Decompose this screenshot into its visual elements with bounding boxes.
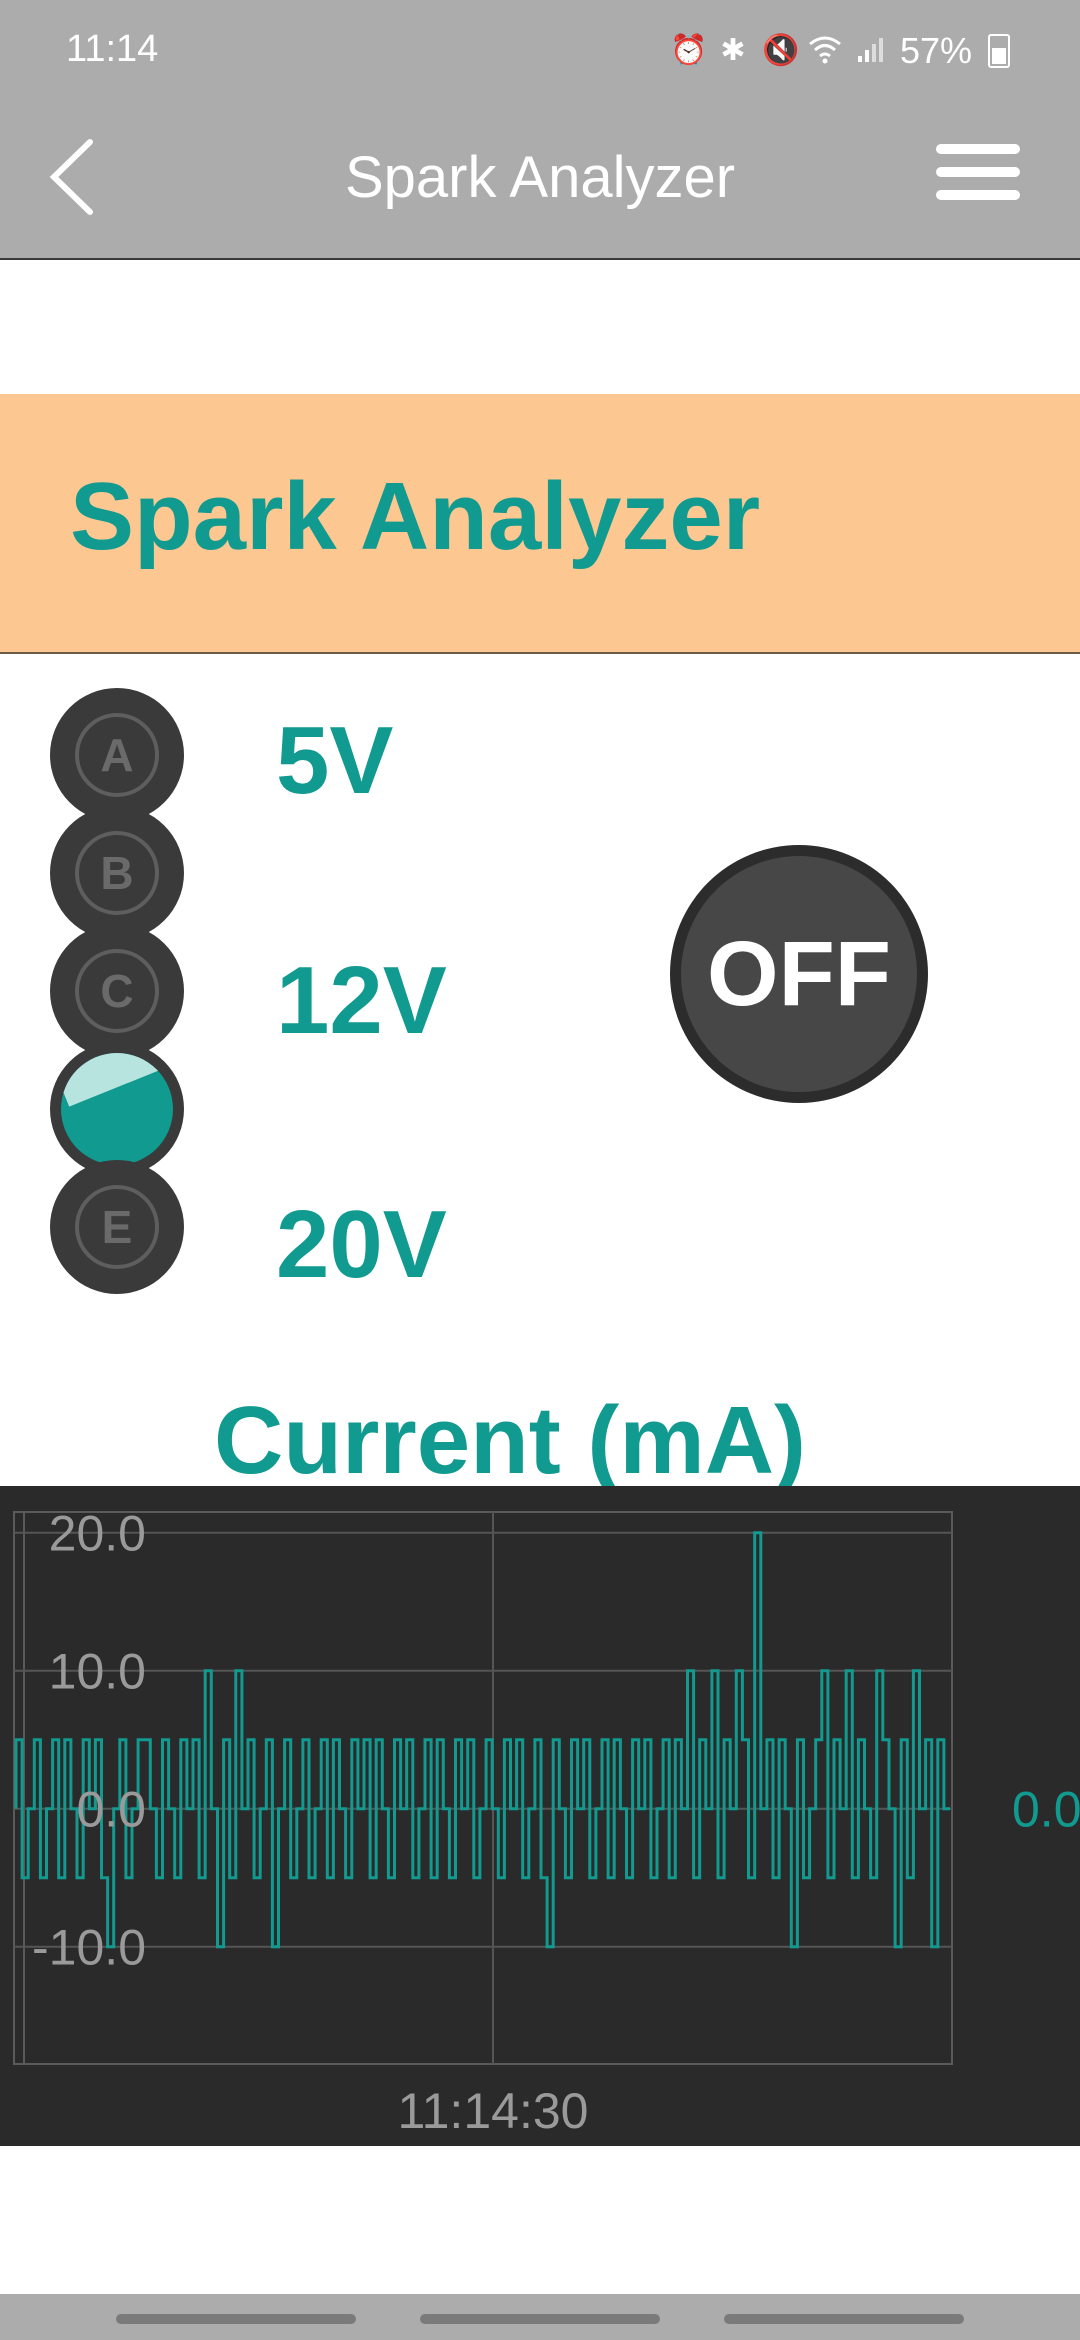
voltage-option-d[interactable]	[50, 1042, 184, 1176]
chart-title: Current (mA)	[214, 1387, 806, 1494]
chart-frame	[13, 1511, 953, 2065]
chevron-left-icon	[49, 139, 93, 215]
nav-home-button[interactable]	[420, 2314, 660, 2324]
status-time: 11:14	[66, 28, 159, 70]
voltage-option-label: C	[75, 949, 159, 1033]
menu-button[interactable]	[936, 144, 1020, 208]
hamburger-icon-line	[936, 144, 1020, 154]
voltage-option-selected-indicator	[61, 1053, 173, 1165]
voltage-selector: A B C E	[50, 688, 190, 1298]
battery-icon	[988, 34, 1010, 68]
chart-series-line	[14, 1531, 950, 1949]
voltage-option-label: E	[75, 1185, 159, 1269]
app-bar-title: Spark Analyzer	[344, 145, 736, 210]
bluetooth-icon: ✱	[720, 34, 746, 67]
voltage-option-c[interactable]: C	[50, 924, 184, 1058]
voltage-option-label: B	[75, 831, 159, 915]
status-icons: ⏰ ✱ 🔇 57%	[670, 30, 1010, 72]
current-value-readout: 0.0	[1012, 1782, 1080, 1838]
banner: Spark Analyzer	[0, 394, 1080, 654]
app-bar: Spark Analyzer	[0, 104, 1080, 260]
voltage-option-b[interactable]: B	[50, 806, 184, 940]
wifi-icon	[808, 34, 842, 68]
back-button[interactable]	[38, 132, 118, 222]
current-chart: 20.0 10.0 0.0 -10.0 11:14:30 0.0	[0, 1486, 1080, 2146]
battery-percent: 57%	[899, 30, 972, 71]
chart-x-tick-label: 11:14:30	[398, 2083, 589, 2139]
system-nav-bar	[0, 2294, 1080, 2340]
nav-recents-button[interactable]	[116, 2314, 356, 2324]
hamburger-icon-line	[936, 167, 1020, 177]
hamburger-icon-line	[936, 190, 1020, 200]
status-bar: 11:14 ⏰ ✱ 🔇 57%	[0, 0, 1080, 104]
alarm-icon: ⏰	[669, 34, 708, 67]
signal-icon	[854, 34, 888, 68]
chart-y-tick-label: 20.0	[49, 1506, 146, 1562]
chart-y-tick-label: 10.0	[49, 1644, 146, 1700]
banner-title: Spark Analyzer	[70, 463, 761, 570]
voltage-label-20v: 20V	[276, 1191, 447, 1298]
voltage-option-a[interactable]: A	[50, 688, 184, 822]
voltage-label-12v: 12V	[276, 947, 447, 1054]
nav-back-button[interactable]	[724, 2314, 964, 2324]
current-chart-svg: 20.0 10.0 0.0 -10.0 11:14:30 0.0	[13, 1506, 1080, 2139]
voltage-option-label: A	[75, 713, 159, 797]
chart-y-tick-label: -10.0	[32, 1920, 146, 1976]
voltage-option-e[interactable]: E	[50, 1160, 184, 1294]
power-toggle-label: OFF	[681, 856, 917, 1092]
mute-icon: 🔇	[761, 34, 800, 67]
voltage-label-5v: 5V	[276, 707, 394, 814]
chart-y-tick-label: 0.0	[76, 1782, 146, 1838]
power-toggle-button[interactable]: OFF	[670, 845, 928, 1103]
